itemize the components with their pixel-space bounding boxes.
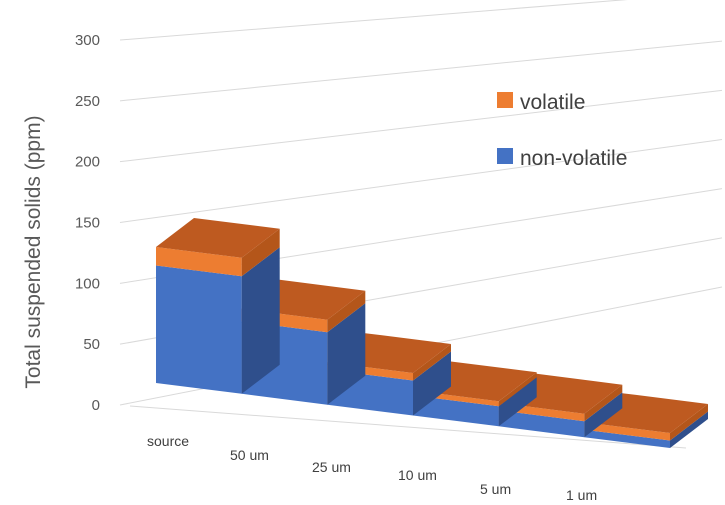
- legend: volatile non-volatile: [497, 91, 627, 170]
- bar-nonvolatile-side: [670, 411, 708, 448]
- y-tick-label: 0: [92, 397, 100, 414]
- bar-nonvolatile-front: [584, 429, 670, 448]
- bar-volatile-side: [241, 228, 280, 277]
- gridline: [119, 0, 628, 41]
- y-tick-label: 50: [83, 336, 100, 353]
- y-tick-label: 100: [75, 275, 100, 292]
- y-axis-label: Total suspended solids (ppm): [22, 115, 45, 388]
- x-tick-labels: source 50 um 25 um 10 um 5 um 1 um: [147, 433, 597, 503]
- legend-swatch-non-volatile: [497, 148, 513, 164]
- bar-volatile-side: [498, 372, 537, 407]
- bar-volatile-side: [413, 344, 451, 381]
- bar-source: [156, 218, 280, 394]
- y-tick-label: 200: [75, 154, 100, 171]
- floor-line: [129, 405, 687, 449]
- bars: [156, 218, 708, 448]
- bar-volatile-side: [670, 404, 708, 441]
- x-tick-label: 50 um: [230, 447, 269, 463]
- y-tick-label: 150: [75, 215, 100, 232]
- x-tick-label: 10 um: [398, 467, 437, 483]
- bar-volatile-front: [584, 422, 670, 441]
- bar-top: [156, 218, 280, 258]
- bar-nonvolatile-side: [413, 351, 451, 416]
- bar-nonvolatile-side: [498, 377, 537, 427]
- gridline: [119, 40, 723, 102]
- bar-volatile-side: [584, 384, 623, 422]
- legend-swatch-volatile: [497, 92, 513, 108]
- bar-volatile-front: [156, 247, 242, 277]
- gridline: [119, 139, 723, 223]
- legend-label-volatile: volatile: [520, 91, 585, 114]
- y-tick-label: 250: [75, 93, 100, 110]
- x-tick-label: source: [147, 433, 189, 449]
- bar-volatile-side: [327, 290, 366, 333]
- x-tick-label: 5 um: [480, 481, 511, 497]
- x-tick-label: 25 um: [312, 459, 351, 475]
- legend-label-non-volatile: non-volatile: [520, 147, 627, 170]
- gridline: [119, 89, 723, 163]
- bar-nonvolatile-front: [413, 395, 499, 427]
- y-tick-labels: 0 50 100 150 200 250 300: [75, 32, 100, 414]
- y-tick-label: 300: [75, 32, 100, 49]
- bar-nonvolatile-side: [241, 247, 280, 394]
- bar-nonvolatile-side: [327, 303, 366, 405]
- x-tick-label: 1 um: [566, 487, 597, 503]
- bar-nonvolatile-front: [498, 410, 585, 438]
- bar-nonvolatile-front: [156, 265, 242, 394]
- bar-nonvolatile-side: [584, 392, 623, 438]
